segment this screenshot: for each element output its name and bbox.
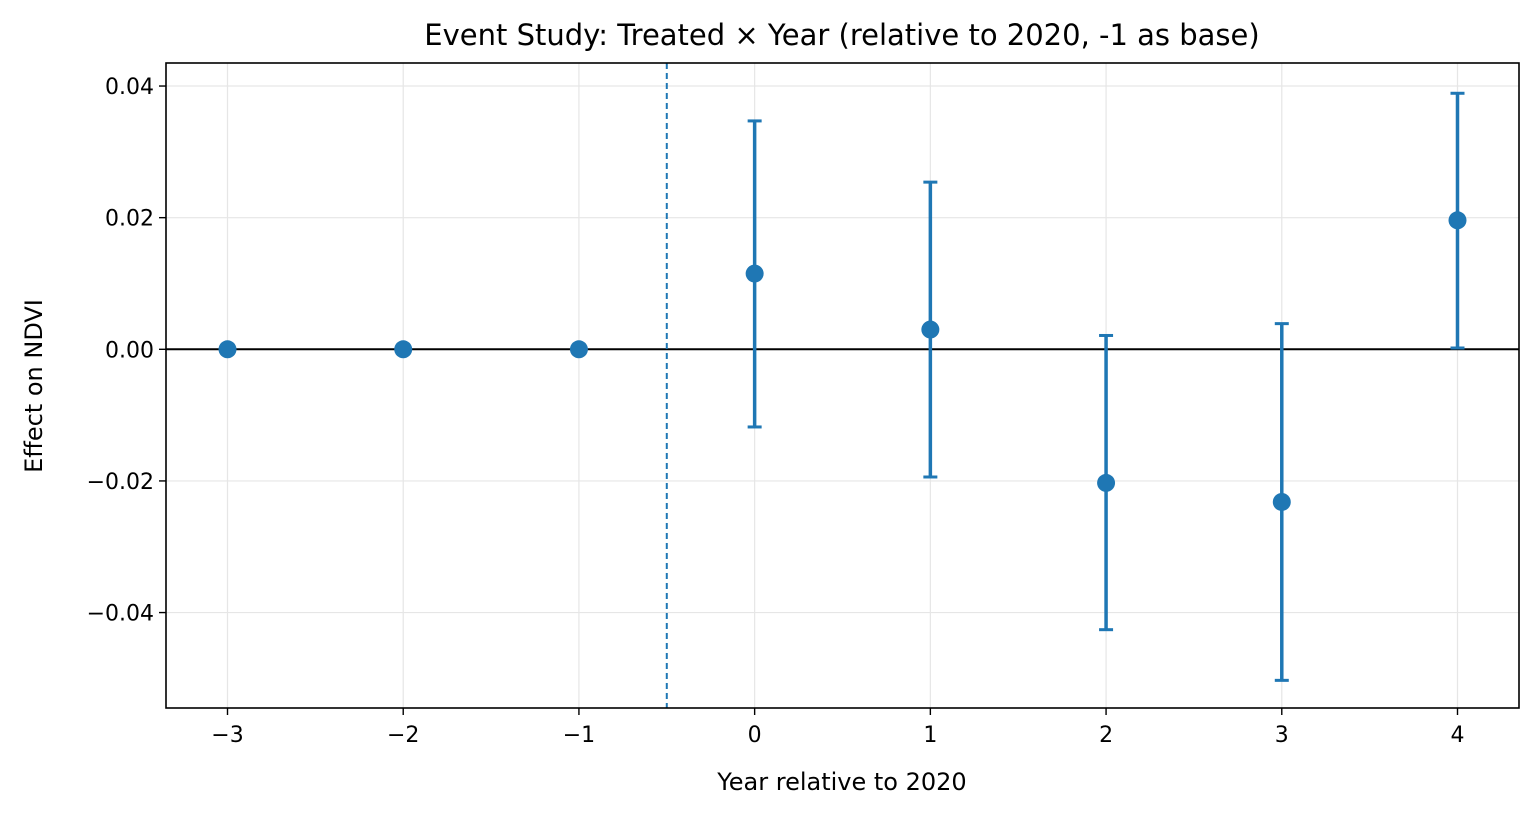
data-point <box>394 340 413 359</box>
y-tick-label: −0.04 <box>87 602 154 627</box>
reference-lines <box>166 63 1519 708</box>
x-tick-label: 2 <box>1099 723 1113 748</box>
x-tick-label: 3 <box>1275 723 1289 748</box>
grid <box>166 63 1519 708</box>
y-tick-label: −0.02 <box>87 470 154 495</box>
x-tick-label: 1 <box>923 723 937 748</box>
y-tick-label: 0.04 <box>105 75 154 100</box>
data-point <box>921 320 940 339</box>
y-axis-label: Effect on NDVI <box>20 299 48 473</box>
x-tick-label: −2 <box>387 723 419 748</box>
x-tick-label: 0 <box>748 723 762 748</box>
chart-title: Event Study: Treated × Year (relative to… <box>424 18 1259 52</box>
x-tick-label: −3 <box>211 723 243 748</box>
data-points <box>218 211 1467 511</box>
data-point <box>1097 473 1116 492</box>
x-tick-label: 4 <box>1451 723 1465 748</box>
y-tick-label: 0.02 <box>105 207 154 232</box>
data-point <box>1448 211 1467 230</box>
data-point <box>569 340 588 359</box>
axis-ticks: −3 −2 −1 0 1 2 3 4 0.04 0.02 0.00 −0.02 −0.04 <box>87 75 1465 748</box>
x-tick-label: −1 <box>563 723 595 748</box>
y-tick-label: 0.00 <box>105 338 154 363</box>
x-axis-label: Year relative to 2020 <box>716 768 966 796</box>
data-point <box>218 340 237 359</box>
data-point <box>1272 492 1291 511</box>
data-point <box>745 264 764 283</box>
plot-frame <box>165 62 1520 709</box>
